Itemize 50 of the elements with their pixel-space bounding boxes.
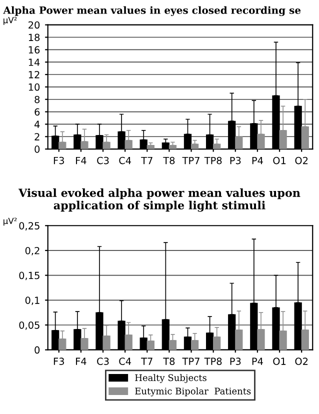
x-tick-label: O1 [273, 358, 286, 365]
x-tick-label: T7 [141, 156, 152, 164]
bar [168, 145, 177, 150]
y-tick-label: 0,05 [19, 321, 40, 330]
y-tick-label: 0,25 [19, 222, 40, 230]
x-tick-label: TP8 [204, 358, 222, 365]
x-tick-label: F3 [54, 156, 64, 164]
x-tick-label: T7 [141, 358, 152, 365]
y-tick-label: 0,1 [25, 296, 40, 305]
y-tick-label: 12 [28, 71, 40, 78]
y-tick-label: 14 [28, 58, 40, 66]
y-tick-label: 4 [34, 120, 40, 128]
x-tick-label: C3 [97, 358, 109, 365]
y-tick-label: 0 [34, 346, 40, 354]
x-tick-label: T8 [163, 156, 175, 164]
x-tick-label: F4 [76, 358, 86, 365]
bar [146, 145, 154, 150]
x-tick-label: F3 [54, 358, 64, 365]
y-tick-label: 6 [34, 108, 40, 116]
y-tick-label: 20 [28, 21, 40, 29]
y-tick-label: 10 [28, 83, 40, 91]
x-tick-label: TP7 [182, 156, 200, 164]
legend-label: Eutymic Bipolar Patients [135, 387, 251, 396]
x-tick-label: O2 [295, 156, 308, 164]
x-tick-label: O2 [295, 358, 308, 365]
x-tick-label: C4 [119, 358, 132, 365]
x-tick-label: TP7 [182, 358, 200, 365]
x-tick-label: P3 [230, 156, 241, 164]
y-tick-label: 0,15 [19, 272, 40, 280]
x-tick-label: P4 [252, 358, 263, 365]
y-tick-label: 0,2 [25, 246, 40, 256]
x-tick-label: C4 [119, 156, 132, 164]
x-tick-label: T8 [163, 358, 175, 365]
x-tick-label: TP8 [204, 156, 222, 164]
y-axis-title: µV² [4, 16, 17, 25]
y-axis-title: µV² [4, 218, 17, 226]
x-tick-label: F4 [76, 156, 86, 164]
bar [190, 144, 199, 150]
chart-title: Visual evoked alpha power mean values upon application of simple light stimuli [18, 188, 300, 212]
y-tick-label: 0 [34, 146, 40, 153]
y-tick-label: 18 [28, 34, 40, 42]
y-tick-label: 16 [28, 46, 40, 54]
x-tick-label: P3 [230, 358, 241, 365]
x-tick-label: O1 [273, 156, 286, 164]
legend-label: Healty Subjects [135, 374, 206, 383]
chart-title: Alpha Power mean values in eyes closed recording se [3, 6, 301, 16]
y-tick-label: 2 [34, 133, 40, 140]
x-tick-label: C3 [97, 156, 109, 164]
x-tick-label: P4 [252, 156, 263, 164]
y-tick-label: 8 [34, 96, 40, 104]
